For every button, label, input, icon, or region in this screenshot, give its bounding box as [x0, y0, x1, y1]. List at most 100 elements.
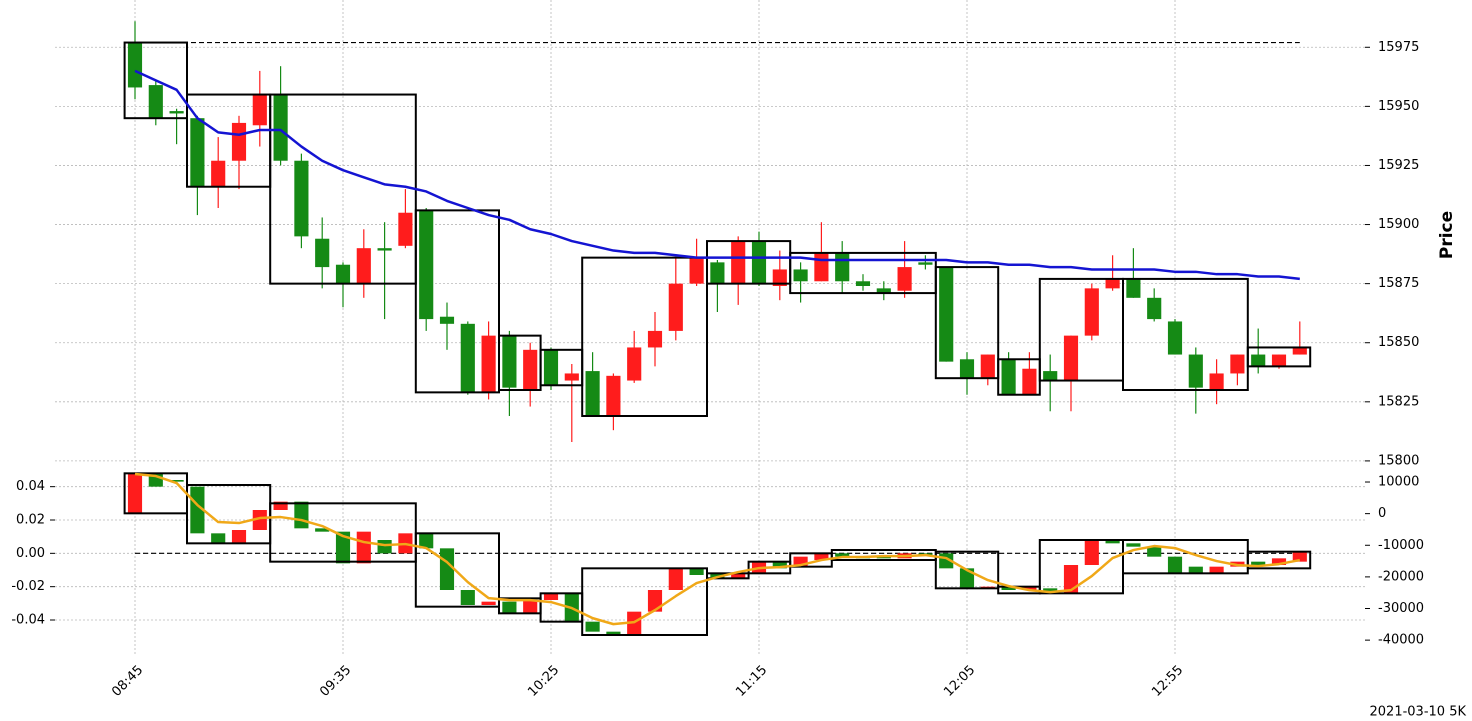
candle-body [252, 510, 267, 530]
candle-body [523, 349, 538, 390]
range-box [1246, 550, 1312, 570]
candle-body [252, 94, 267, 126]
y-tick-label: 0.00 [16, 546, 45, 561]
candle-body [127, 473, 143, 514]
candle-body [335, 531, 351, 564]
candle-body [523, 600, 538, 614]
y-tick-label: 15800 [1378, 453, 1419, 468]
line-series [134, 472, 1301, 626]
range-box [123, 41, 188, 120]
range-box [581, 567, 709, 636]
candle-body [1126, 543, 1141, 547]
y-tick-label: -0.02 [11, 579, 45, 594]
x-tick-label: 10:25 [525, 663, 562, 700]
y-tick-label: 0.02 [16, 513, 45, 528]
range-box [1122, 277, 1249, 391]
x-tick-label: 12:55 [1149, 663, 1186, 700]
candle-body [190, 118, 205, 187]
candle-body [1105, 278, 1120, 289]
candle-body [1105, 540, 1120, 544]
range-box [1122, 539, 1249, 575]
candle-body [959, 359, 975, 379]
candle-body [335, 264, 351, 284]
candle-body [1188, 354, 1203, 388]
candle-body [606, 631, 621, 635]
candle-body [1292, 347, 1307, 355]
candle-body [731, 241, 746, 284]
x-tick-label: 12:05 [941, 663, 978, 700]
candle-body [1022, 368, 1037, 395]
y2-tick-label: 10000 [1378, 475, 1419, 490]
candle-body [668, 568, 683, 590]
range-box [581, 256, 709, 417]
y2-tick-label: 0 [1378, 506, 1386, 521]
candle-body [148, 85, 163, 119]
range-box [1038, 277, 1125, 382]
candle-body [1063, 335, 1079, 381]
candle-body [1001, 359, 1016, 395]
candle-body [419, 533, 434, 549]
candle-body [273, 501, 288, 510]
y-tick-label: 15925 [1378, 158, 1419, 173]
y-tick-label: 15825 [1378, 394, 1419, 409]
candle-body [294, 501, 309, 529]
candle-body [211, 533, 226, 544]
candle-body [585, 371, 600, 416]
candle-body [169, 480, 184, 482]
candle-body [294, 160, 309, 237]
candle-body [959, 568, 975, 589]
y-tick-label: 15975 [1378, 40, 1419, 55]
candle-body [356, 531, 371, 564]
candle-body [731, 573, 746, 579]
line-series [134, 69, 1300, 281]
candle-body [1084, 540, 1099, 565]
candle-body [127, 42, 143, 88]
candle-body [1167, 321, 1183, 355]
candle-body [211, 160, 226, 187]
y-tick-label: 15900 [1378, 217, 1419, 232]
candle-body [772, 269, 787, 286]
candle-body [1147, 297, 1162, 320]
candle-body [980, 354, 995, 379]
candle-body [1001, 586, 1016, 590]
candle-body [814, 252, 829, 282]
candle-body [689, 568, 704, 575]
x-tick-label: 09:35 [317, 663, 354, 700]
candle-body [356, 248, 371, 284]
candle-body [876, 556, 891, 559]
range-box [414, 532, 500, 608]
candle-body [918, 262, 933, 265]
candle-body [481, 601, 496, 605]
candle-body [1251, 354, 1266, 367]
candle-body [835, 252, 850, 282]
candle-body [772, 561, 787, 569]
candle-body [1251, 561, 1266, 565]
candle-body [1209, 566, 1224, 574]
y-axis-label: Price [1437, 211, 1457, 259]
candle-body [1084, 288, 1099, 336]
candle-body [419, 210, 434, 320]
candle-body [231, 122, 247, 161]
candle-body [1271, 354, 1287, 367]
candle-body [1292, 551, 1307, 562]
candle-body [1043, 371, 1058, 381]
range-box [1246, 346, 1312, 368]
candle-body [793, 269, 808, 282]
candle-body [460, 590, 475, 605]
candle-body [439, 316, 455, 324]
candle-body [273, 94, 288, 161]
candle-body [710, 262, 725, 284]
footnote: 2021-03-10 5K [1370, 705, 1467, 720]
candle-body [1271, 558, 1287, 565]
candle-body [585, 621, 600, 632]
candle-body [377, 540, 392, 554]
candle-body [460, 323, 475, 393]
y2-tick-label: -40000 [1378, 633, 1424, 648]
candle-body [398, 212, 413, 246]
candle-body [897, 267, 912, 291]
candle-body [315, 528, 330, 532]
candle-body [481, 335, 496, 393]
candle-body [543, 349, 559, 386]
candle-body [377, 248, 392, 251]
